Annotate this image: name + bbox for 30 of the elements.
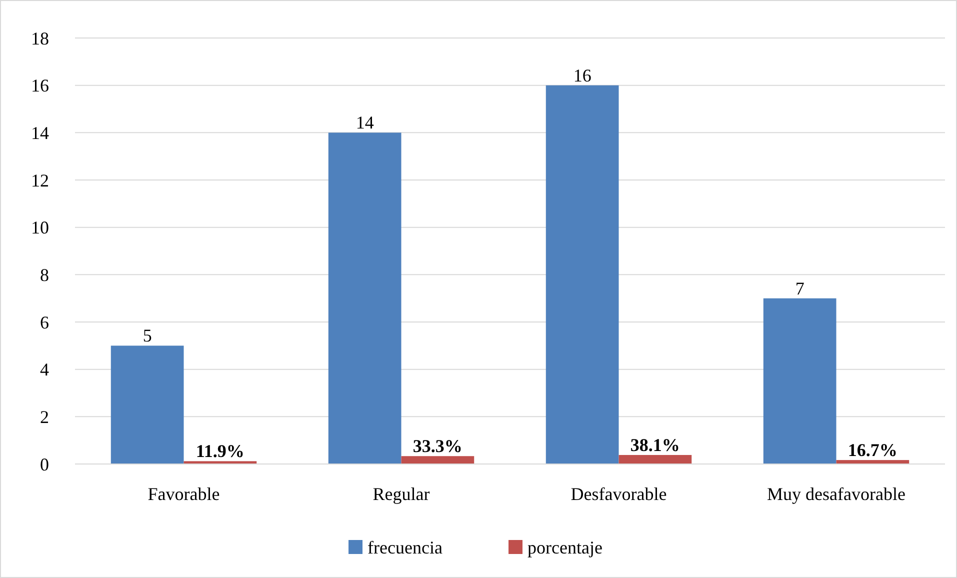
legend-label: frecuencia [368,537,442,558]
x-tick-label: Muy desafavorable [767,484,906,504]
y-tick-label: 12 [31,170,49,190]
data-label: 5 [142,326,152,346]
legend-label: porcentaje [528,537,602,558]
y-tick-label: 16 [31,76,49,96]
bar [110,346,184,464]
y-tick-label: 0 [40,454,49,474]
data-label: 16 [573,65,592,86]
y-tick-label: 18 [31,28,49,48]
data-label: 14 [356,112,374,133]
y-tick-label: 2 [40,406,49,427]
y-tick-label: 6 [40,312,49,332]
y-tick-label: 10 [31,218,49,238]
data-label: 38.1% [630,434,680,455]
bar [401,456,474,464]
data-label: 11.9% [196,441,244,462]
x-tick-label: Favorable [148,484,220,504]
data-label: 16.7% [848,440,898,460]
y-tick-label: 8 [40,264,49,285]
bar [328,132,402,464]
data-label: 7 [795,278,804,298]
bar [763,298,836,464]
data-label: 33.3% [412,436,462,456]
y-tick-label: 4 [40,360,49,380]
bar [546,85,619,464]
bar [618,454,692,464]
x-tick-label: Desfavorable [570,484,667,504]
y-tick-label: 14 [31,122,49,143]
x-tick-label: Regular [372,484,430,504]
